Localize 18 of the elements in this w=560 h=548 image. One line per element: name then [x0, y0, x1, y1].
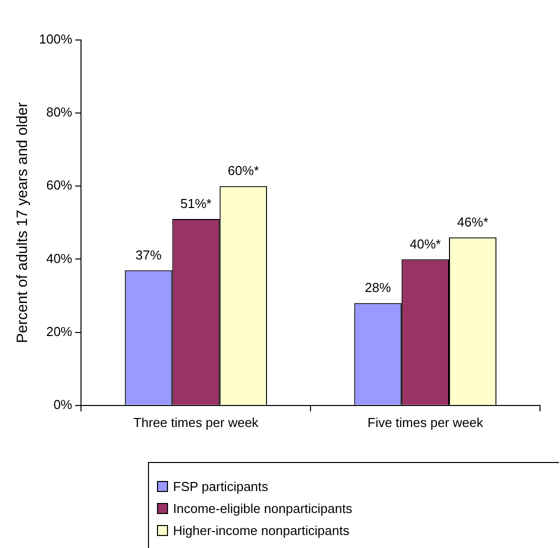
data-label: 51%*	[180, 196, 212, 212]
data-label: 60%*	[228, 163, 259, 178]
data-label: 46%*	[457, 214, 488, 230]
x-tick-label: Three times per week	[133, 414, 259, 430]
y-axis-title: Percent of adults 17 years and older	[14, 102, 32, 344]
y-tick-label: 40%	[46, 250, 73, 266]
x-tick-label: Five times per week	[368, 414, 484, 430]
legend-label: Income-eligible nonparticipants	[173, 500, 352, 516]
legend-label: Higher-income nonparticipants	[173, 522, 350, 538]
data-label: 37%	[136, 247, 162, 262]
y-tick-label: 20%	[46, 324, 73, 339]
y-tick-label: 0%	[53, 396, 73, 412]
y-tick-label: 80%	[46, 104, 73, 120]
legend-label: FSP participants	[173, 478, 268, 494]
y-tick-label: 100%	[39, 32, 73, 47]
y-tick-label: 60%	[46, 178, 73, 193]
data-label: 28%	[364, 280, 392, 296]
data-label: 40%*	[410, 236, 441, 252]
